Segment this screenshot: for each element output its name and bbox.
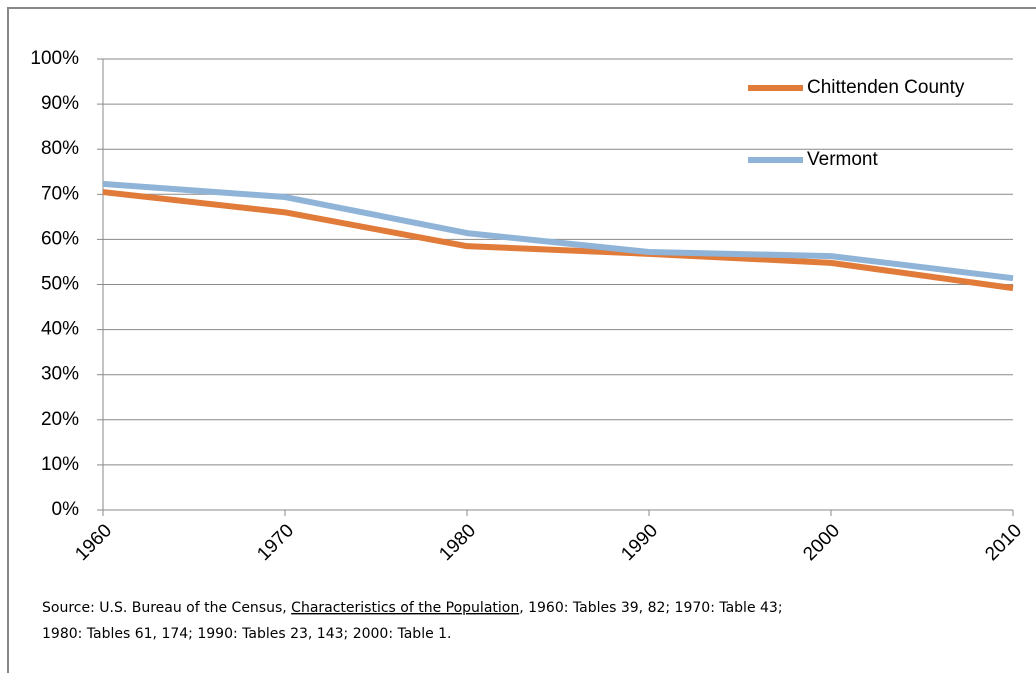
series-line bbox=[102, 189, 1014, 292]
series-line bbox=[102, 180, 1014, 282]
source-note-line2: 1980: Tables 61, 174; 1990: Tables 23, 1… bbox=[42, 626, 452, 642]
y-tick-label: 60% bbox=[41, 228, 79, 249]
y-tick-label: 100% bbox=[30, 48, 79, 69]
y-tick-label: 0% bbox=[52, 499, 80, 520]
legend-label: Vermont bbox=[807, 149, 878, 170]
x-tick-label: 1990 bbox=[617, 520, 662, 565]
y-tick-label: 80% bbox=[41, 138, 79, 159]
x-tick-label: 1970 bbox=[253, 520, 298, 565]
note-title: Characteristics of the Population bbox=[291, 600, 519, 616]
y-tick-label: 70% bbox=[41, 183, 79, 204]
y-tick-label: 50% bbox=[41, 274, 79, 295]
x-tick-label: 1960 bbox=[71, 520, 116, 565]
x-tick-label: 1980 bbox=[435, 520, 480, 565]
y-tick-label: 90% bbox=[41, 93, 79, 114]
y-tick-label: 40% bbox=[41, 319, 79, 340]
note-prefix: Source: U.S. Bureau of the Census, bbox=[42, 600, 291, 616]
source-note: Source: U.S. Bureau of the Census, Chara… bbox=[42, 600, 783, 616]
x-tick-label: 2000 bbox=[799, 520, 844, 565]
frame bbox=[7, 7, 1036, 673]
note-suffix: , 1960: Tables 39, 82; 1970: Table 43; bbox=[519, 600, 782, 616]
y-tick-label: 30% bbox=[41, 364, 79, 385]
y-tick-label: 10% bbox=[41, 454, 79, 475]
legend-label: Chittenden County bbox=[807, 77, 965, 98]
y-tick-label: 20% bbox=[41, 409, 79, 430]
x-tick-label: 2010 bbox=[981, 520, 1026, 565]
